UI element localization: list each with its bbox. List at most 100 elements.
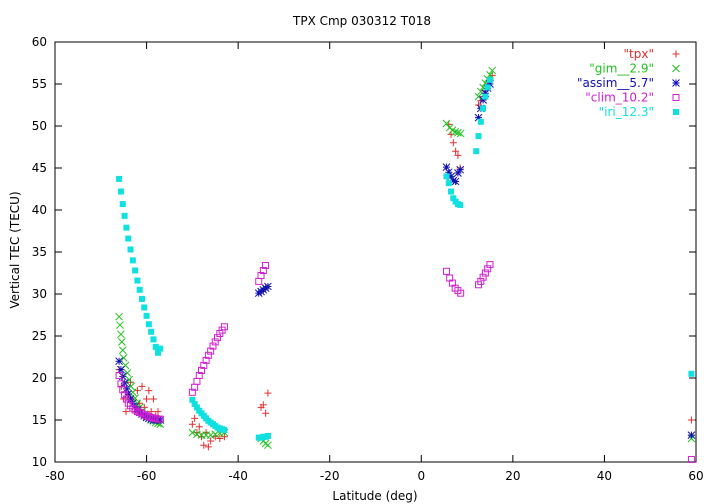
data-point — [449, 139, 457, 147]
data-point — [475, 133, 482, 140]
data-point — [211, 430, 220, 439]
data-point — [117, 338, 126, 346]
x-axis-label: Latitude (deg) — [332, 489, 417, 503]
data-point — [474, 92, 483, 101]
data-point — [115, 371, 123, 379]
data-point — [152, 414, 160, 422]
data-point — [259, 401, 267, 409]
data-point — [127, 378, 135, 386]
data-point — [116, 321, 124, 329]
x-tick-label: 40 — [597, 469, 612, 483]
data-point — [687, 455, 695, 463]
data-point — [486, 80, 494, 88]
data-point — [140, 411, 148, 419]
data-point — [220, 433, 228, 441]
legend-label: "iri_12.3" — [599, 105, 654, 119]
data-point — [688, 370, 695, 377]
data-point — [127, 246, 134, 253]
data-point — [449, 176, 458, 185]
data-point — [119, 386, 127, 394]
data-point — [207, 437, 215, 445]
data-point — [117, 188, 124, 195]
data-point — [143, 312, 150, 319]
data-point — [121, 391, 129, 399]
series-0 — [115, 72, 695, 451]
data-point — [198, 366, 206, 374]
series-4 — [116, 76, 695, 441]
data-point — [262, 409, 270, 417]
data-point — [264, 389, 272, 397]
data-point — [117, 330, 125, 339]
data-point — [119, 201, 126, 208]
data-point — [152, 343, 159, 350]
legend: "tpx""gim__2.9""assim__5.7""clim_10.2""i… — [577, 47, 680, 119]
data-point — [448, 188, 455, 195]
data-point — [141, 304, 148, 311]
data-point — [126, 395, 135, 403]
data-point — [145, 321, 152, 328]
data-point — [138, 382, 146, 390]
y-tick-label: 10 — [32, 455, 47, 469]
data-point — [442, 119, 451, 128]
data-point — [482, 93, 489, 100]
data-point — [195, 423, 203, 431]
data-point — [220, 323, 228, 331]
data-point — [206, 431, 215, 439]
y-tick-label: 15 — [32, 413, 47, 427]
legend-marker — [672, 79, 680, 87]
data-point — [188, 388, 196, 396]
data-point — [486, 76, 493, 83]
data-point — [145, 413, 153, 421]
data-point — [209, 342, 217, 350]
data-point — [481, 269, 489, 277]
axes: -80 -60 -40 -20 0 20 40 60 10 15 20 25 30 35 40 45 50 55 6… — [32, 35, 704, 483]
data-point — [264, 432, 271, 439]
data-point — [129, 257, 136, 264]
data-point — [200, 361, 208, 369]
y-tick-label: 20 — [32, 371, 47, 385]
data-point — [450, 195, 457, 202]
data-point — [451, 128, 460, 136]
legend-marker — [672, 50, 680, 58]
series-3 — [115, 261, 695, 463]
data-point — [264, 441, 272, 450]
data-point — [188, 428, 197, 437]
data-point — [456, 129, 465, 138]
data-point — [147, 413, 155, 421]
data-point — [189, 396, 196, 403]
x-tick-label: 20 — [505, 469, 520, 483]
data-point — [132, 267, 139, 274]
data-point — [124, 390, 133, 398]
y-tick-label: 25 — [32, 329, 47, 343]
data-point — [486, 261, 494, 269]
data-point — [118, 346, 127, 355]
data-point — [123, 224, 130, 231]
data-point — [117, 365, 125, 374]
data-point — [156, 416, 165, 424]
x-tick-label: -40 — [228, 469, 248, 483]
data-point — [480, 105, 487, 112]
data-point — [122, 408, 130, 416]
data-point — [123, 369, 132, 377]
data-point — [221, 427, 228, 434]
x-tick-label: 0 — [417, 469, 425, 483]
data-point — [136, 286, 143, 293]
data-point — [687, 431, 696, 439]
data-point — [145, 387, 153, 395]
y-tick-label: 40 — [32, 203, 47, 217]
data-point — [211, 338, 219, 346]
data-point — [447, 172, 455, 181]
data-point — [477, 277, 485, 285]
data-point — [255, 277, 263, 285]
data-point — [202, 356, 210, 364]
data-point — [454, 151, 462, 159]
series-2 — [115, 80, 696, 439]
data-point — [149, 395, 157, 403]
data-point — [143, 395, 151, 403]
data-point — [204, 443, 212, 451]
legend-marker — [672, 94, 680, 101]
data-point — [119, 353, 128, 362]
data-point — [204, 351, 212, 359]
data-point — [687, 416, 695, 424]
